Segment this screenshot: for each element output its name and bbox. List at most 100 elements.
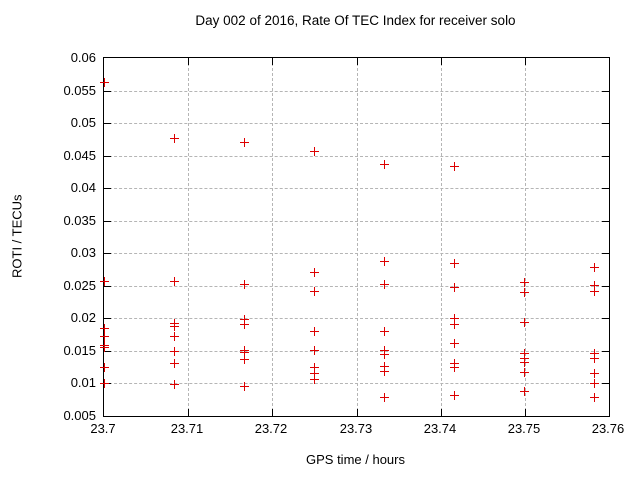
y-gridline xyxy=(104,383,609,384)
data-point-marker xyxy=(590,378,600,388)
data-point-marker xyxy=(309,375,319,385)
x-gridline xyxy=(357,58,358,416)
x-tick-label: 23.76 xyxy=(591,421,625,436)
y-gridline xyxy=(104,188,609,189)
y-tick-label: 0.02 xyxy=(70,310,96,325)
y-gridline xyxy=(104,253,609,254)
y-axis-tick xyxy=(104,351,111,352)
y-gridline xyxy=(104,286,609,287)
data-point-marker xyxy=(380,280,390,290)
y-axis-tick xyxy=(602,286,609,287)
data-point-marker xyxy=(99,78,109,88)
y-axis-tick xyxy=(104,91,111,92)
y-gridline xyxy=(104,156,609,157)
data-point-marker xyxy=(450,259,460,269)
data-point-marker xyxy=(239,354,249,364)
y-tick-label: 0.055 xyxy=(63,83,96,98)
data-point-marker xyxy=(309,345,319,355)
data-point-marker xyxy=(450,282,460,292)
y-axis-tick xyxy=(104,286,111,287)
data-point-marker xyxy=(380,256,390,266)
data-point-marker xyxy=(239,315,249,325)
data-point-marker xyxy=(309,146,319,156)
data-point-marker xyxy=(520,278,530,288)
y-axis-tick xyxy=(104,318,111,319)
y-gridline xyxy=(104,221,609,222)
data-point-marker xyxy=(169,358,179,368)
x-gridline xyxy=(188,58,189,416)
data-point-marker xyxy=(380,350,390,360)
x-axis-tick xyxy=(188,409,189,416)
data-point-marker xyxy=(520,358,530,368)
data-point-marker xyxy=(239,347,249,357)
data-point-marker xyxy=(590,353,600,363)
data-point-marker xyxy=(450,320,460,330)
data-point-marker xyxy=(520,317,530,327)
x-tick-label: 23.7 xyxy=(90,421,116,436)
y-axis-label: ROTI / TECUs xyxy=(9,194,25,278)
y-axis-tick xyxy=(104,156,111,157)
y-tick-label: 0.035 xyxy=(63,213,96,228)
x-tick-label: 23.75 xyxy=(507,421,541,436)
data-point-marker xyxy=(520,349,530,358)
y-tick-label: 0.03 xyxy=(70,245,96,260)
data-point-marker xyxy=(309,369,319,379)
y-axis-tick xyxy=(602,351,609,352)
data-point-marker xyxy=(380,362,390,372)
y-tick-label: 0.04 xyxy=(70,180,96,195)
y-tick-label: 0.045 xyxy=(63,148,96,163)
data-point-marker xyxy=(590,368,600,378)
y-gridline xyxy=(104,123,609,124)
data-point-marker xyxy=(169,322,179,332)
data-point-marker xyxy=(239,381,249,391)
y-tick-label: 0.005 xyxy=(63,408,96,423)
data-point-marker xyxy=(590,280,600,290)
y-axis-tick xyxy=(104,221,111,222)
y-axis-tick xyxy=(104,123,111,124)
y-axis-tick xyxy=(602,123,609,124)
data-point-marker xyxy=(450,161,460,171)
data-point-marker xyxy=(99,378,109,388)
y-axis-tick xyxy=(602,156,609,157)
x-axis-tick xyxy=(357,409,358,416)
y-axis-tick xyxy=(602,221,609,222)
data-point-marker xyxy=(239,138,249,148)
x-axis-tick xyxy=(441,58,442,65)
y-axis-tick xyxy=(602,318,609,319)
data-point-marker xyxy=(520,386,530,396)
x-axis-tick xyxy=(441,409,442,416)
data-point-marker xyxy=(169,379,179,389)
y-gridline xyxy=(104,351,609,352)
chart-title: Day 002 of 2016, Rate Of TEC Index for r… xyxy=(195,13,516,28)
data-point-marker xyxy=(99,332,109,342)
data-point-marker xyxy=(590,287,600,297)
y-axis-tick xyxy=(602,91,609,92)
data-point-marker xyxy=(380,159,390,169)
x-axis-tick xyxy=(272,409,273,416)
data-point-marker xyxy=(590,263,600,273)
data-point-marker xyxy=(450,363,460,373)
data-point-marker xyxy=(169,347,179,357)
data-point-marker xyxy=(450,390,460,400)
data-point-marker xyxy=(520,287,530,297)
data-point-marker xyxy=(380,367,390,377)
data-point-marker xyxy=(169,332,179,342)
x-axis-tick xyxy=(188,58,189,65)
data-point-marker xyxy=(309,363,319,373)
data-point-marker xyxy=(450,339,460,349)
data-point-marker xyxy=(309,287,319,297)
data-point-marker xyxy=(169,276,179,286)
x-tick-label: 23.73 xyxy=(339,421,373,436)
data-point-marker xyxy=(309,268,319,278)
data-point-marker xyxy=(590,393,600,403)
y-tick-label: 0.01 xyxy=(70,375,96,390)
y-gridline xyxy=(104,91,609,92)
x-tick-label: 23.74 xyxy=(423,421,457,436)
data-point-marker xyxy=(99,277,109,287)
y-tick-label: 0.015 xyxy=(63,343,96,358)
y-tick-label: 0.025 xyxy=(63,278,96,293)
plot-area xyxy=(99,57,610,417)
data-point-marker xyxy=(590,349,600,358)
data-point-marker xyxy=(99,324,109,334)
